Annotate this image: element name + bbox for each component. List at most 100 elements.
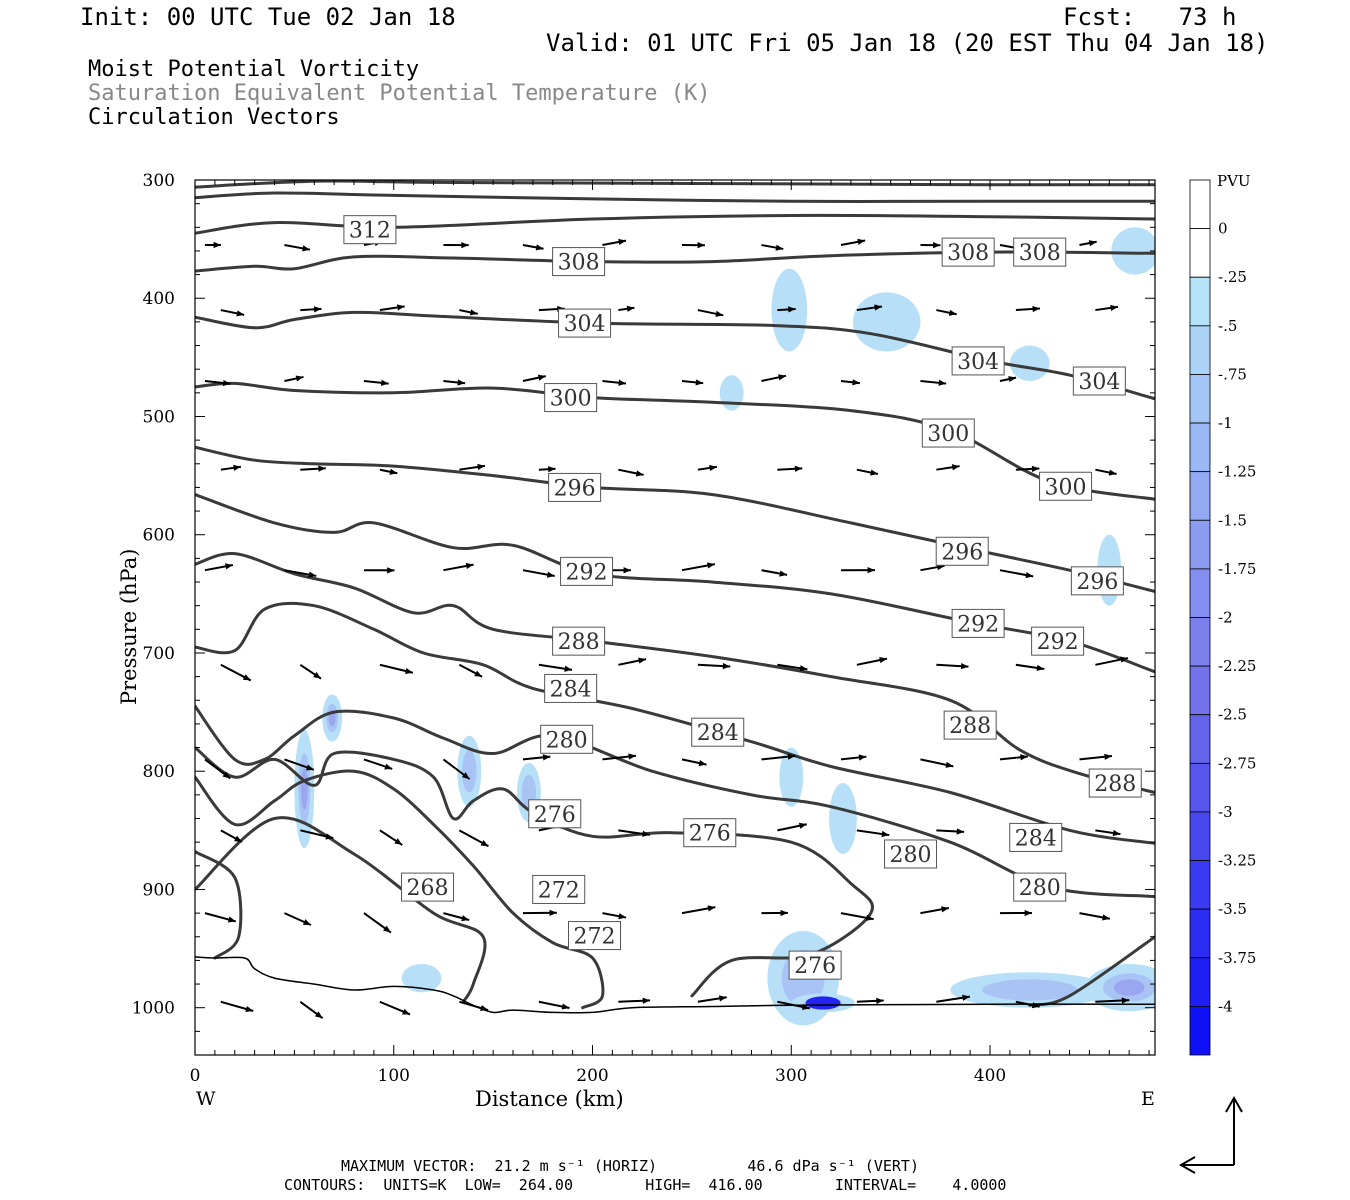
y-tick-label: 900 — [143, 880, 175, 900]
vector-head — [308, 571, 317, 578]
vector-head — [698, 760, 707, 767]
colorbar-swatch — [1189, 811, 1211, 861]
vector-head — [858, 754, 867, 761]
contour-label-text: 276 — [689, 822, 731, 847]
contour-label-box — [544, 673, 598, 703]
contour-label: 272 — [568, 921, 622, 951]
y-tick-label: 700 — [143, 644, 175, 664]
contour-label-box — [1031, 626, 1085, 656]
vector-head — [222, 771, 231, 779]
vector-head — [709, 464, 717, 472]
vector-head — [295, 375, 304, 382]
circulation-vector — [220, 829, 243, 843]
vector-head — [222, 379, 231, 387]
circulation-vector — [204, 379, 231, 387]
circulation-vector — [363, 379, 389, 386]
colorbar-level-label: -2.25 — [1218, 657, 1256, 675]
contour-label-box — [568, 921, 622, 951]
circulation-vector — [999, 909, 1033, 917]
vector-head — [867, 567, 875, 574]
circulation-vector — [204, 758, 231, 780]
contour-label-text: 276 — [794, 954, 836, 979]
colorbar-units: PVU — [1217, 172, 1251, 190]
contour-label: 280 — [1013, 872, 1067, 902]
circulation-vector — [936, 828, 965, 835]
vector-head — [1008, 376, 1017, 383]
circulation-vector — [1095, 304, 1119, 312]
circulation-vector — [300, 465, 326, 472]
vector-head — [618, 238, 627, 246]
circulation-vector — [363, 912, 392, 934]
circulation-vector — [777, 465, 803, 472]
contour-labels: 312 308 308 308 304 304 304 300 300 300 296 296 296 2… — [343, 215, 1142, 980]
contour-label: 276 — [788, 950, 842, 980]
contour-label: 304 — [558, 308, 612, 338]
vector-head — [242, 674, 251, 681]
vector-head — [945, 761, 954, 768]
vector-head — [548, 466, 556, 473]
vector-head — [938, 379, 947, 386]
pv-region — [852, 292, 921, 352]
pv-region — [322, 694, 343, 742]
circulation-vector — [681, 905, 716, 915]
vector-head — [951, 464, 960, 471]
vector-head — [387, 567, 395, 574]
circulation-vector — [697, 662, 731, 670]
circulation-vector — [840, 379, 860, 386]
vector-head — [857, 238, 866, 245]
vector-head — [465, 562, 474, 570]
contour-label-text: 308 — [558, 251, 600, 276]
vector-head — [881, 830, 890, 838]
vector-head — [715, 310, 724, 317]
colorbar-swatch — [1189, 179, 1211, 230]
pv-fill — [1009, 345, 1050, 382]
vector-head — [1112, 829, 1121, 837]
contour-label-box — [548, 472, 602, 502]
vector-head — [707, 562, 715, 569]
vector-head — [305, 764, 314, 771]
colorbar-swatch — [1189, 276, 1211, 327]
circulation-vector — [856, 468, 879, 476]
contour-label: 308 — [941, 237, 995, 267]
pv-region — [829, 783, 857, 854]
contour-label-text: 300 — [1045, 475, 1087, 500]
theta-contour — [195, 180, 1155, 189]
footer-max-vector: MAXIMUM VECTOR: 21.2 m s⁻¹ (HORIZ) 46.6 … — [341, 1157, 919, 1175]
vector-head — [775, 244, 784, 251]
circulation-vector — [761, 909, 788, 917]
contour-label-text: 268 — [407, 876, 449, 901]
x-tick-label: 100 — [378, 1066, 410, 1086]
vector-head — [779, 570, 788, 577]
contour-label: 284 — [544, 673, 598, 703]
colorbar-swatch — [1189, 617, 1211, 667]
theta-contour — [195, 850, 243, 960]
vector-head — [642, 997, 651, 1004]
circulation-vector — [681, 758, 707, 767]
circulation-vector — [1095, 829, 1121, 837]
circulation-vector — [458, 663, 483, 678]
circulation-vector — [299, 1000, 324, 1019]
vector-head — [302, 919, 311, 926]
circulation-vector — [1079, 240, 1097, 247]
contour-label: 304 — [951, 346, 1005, 376]
circulation-vector — [777, 1000, 811, 1010]
colorbar-level-label: -1.75 — [1218, 560, 1256, 578]
circulation-vector — [300, 306, 322, 313]
colorbar-level-label: -.75 — [1218, 365, 1247, 383]
contour-label: 288 — [1088, 768, 1142, 798]
colorbar-swatch — [1189, 908, 1211, 959]
colorbar-swatch — [1189, 374, 1211, 424]
circulation-vector — [1079, 753, 1112, 761]
vector-head — [695, 379, 704, 386]
circulation-vector — [1079, 912, 1111, 921]
vector-head — [396, 304, 405, 311]
contour-label-text: 304 — [564, 312, 606, 337]
vector-head — [384, 763, 393, 770]
theta-contour — [195, 445, 1155, 593]
contour-label-text: 292 — [566, 560, 608, 585]
vector-head — [227, 916, 236, 923]
y-tick-label: 1000 — [132, 999, 175, 1019]
circulation-vector — [618, 829, 651, 837]
circulation-vector — [1015, 663, 1045, 671]
vector-head — [618, 379, 626, 386]
